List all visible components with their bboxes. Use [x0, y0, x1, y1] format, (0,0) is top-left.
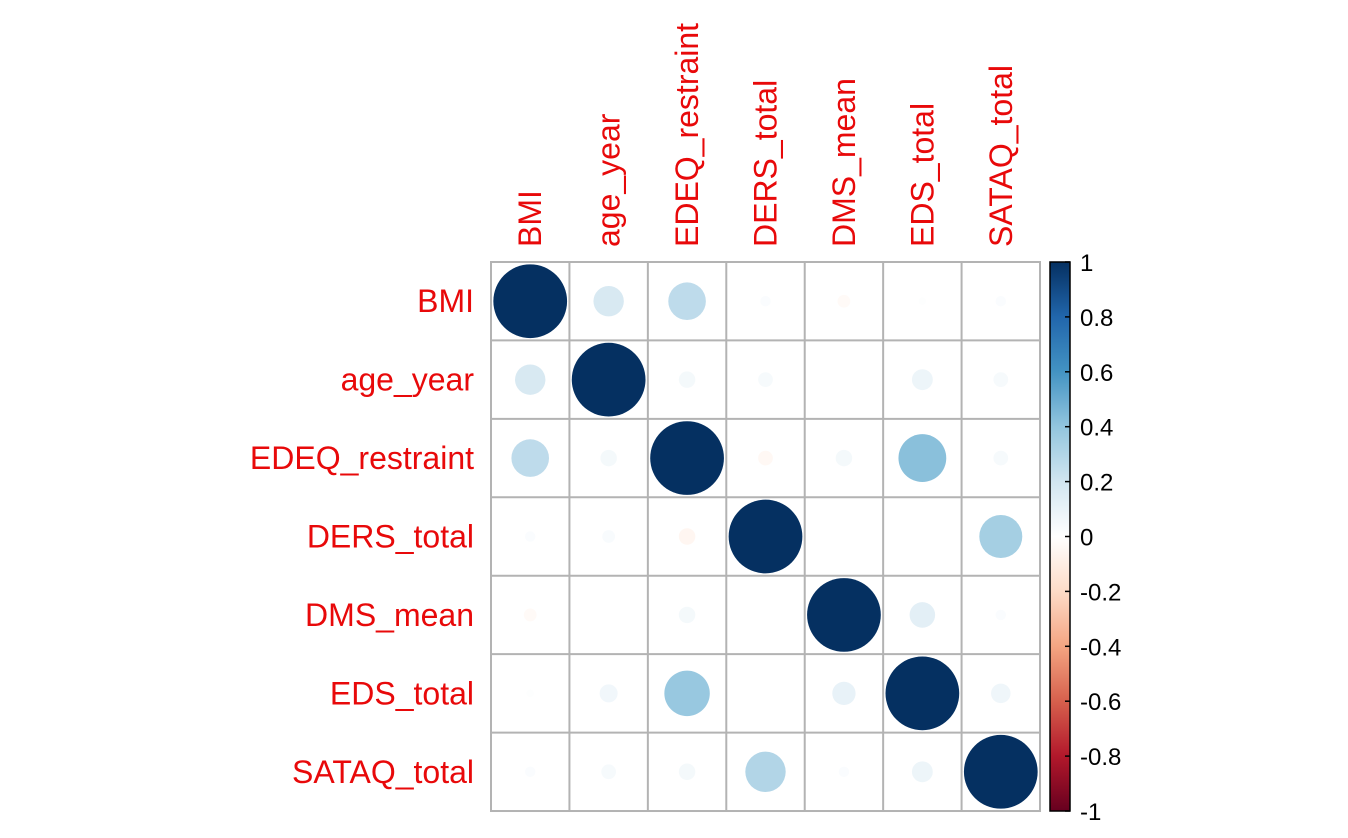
correlation-circle-EDEQ_restraint-BMI: [511, 439, 550, 477]
column-label: SATAQ_total: [983, 65, 1019, 247]
row-label: BMI: [417, 283, 474, 319]
correlation-circle-EDS_total-age_year: [599, 684, 618, 703]
correlation-circle-EDS_total-EDS_total: [885, 656, 960, 731]
colorbar-tick-label: 0.6: [1080, 360, 1113, 387]
colorbar-tick-label: 0.8: [1080, 305, 1113, 332]
row-labels: BMI age_year EDEQ_restraint DERS_total DMS_m…: [250, 283, 474, 790]
correlation-circle-DMS_mean-EDS_total: [909, 602, 936, 628]
correlation-circle-BMI-BMI: [493, 264, 568, 339]
correlation-circle-age_year-EDEQ_restraint: [678, 371, 696, 388]
row-label: SATAQ_total: [292, 754, 474, 790]
correlation-circle-BMI-DERS_total: [760, 296, 771, 307]
correlation-circle-EDS_total-EDEQ_restraint: [664, 670, 710, 717]
correlation-circle-BMI-DMS_mean: [837, 294, 851, 308]
column-label: BMI: [512, 190, 548, 247]
correlation-circle-DERS_total-BMI: [525, 531, 536, 542]
correlation-circle-BMI-EDS_total: [918, 297, 927, 305]
correlation-circle-DMS_mean-SATAQ_total: [995, 609, 1007, 621]
color-legend: 1 0.8 0.6 0.4 0.2 0 -0.2 -0.4 -0.6 -0.8 -1: [1049, 250, 1121, 826]
correlation-circle-SATAQ_total-age_year: [601, 764, 617, 780]
correlation-circle-EDEQ_restraint-DERS_total: [758, 450, 773, 466]
correlation-circle-BMI-EDEQ_restraint: [668, 282, 706, 321]
correlation-circle-EDS_total-SATAQ_total: [991, 683, 1011, 704]
column-label: DERS_total: [748, 80, 784, 247]
column-label: EDEQ_restraint: [669, 23, 705, 247]
colorbar-tick-label: 0.2: [1080, 470, 1113, 497]
grid: [490, 261, 1042, 813]
row-label: DMS_mean: [305, 597, 474, 633]
column-labels: BMI age_year EDEQ_restraint DERS_total DMS_m…: [512, 23, 1019, 247]
correlation-circles: [493, 264, 1038, 809]
correlation-circle-age_year-age_year: [571, 342, 646, 417]
row-label: EDS_total: [330, 675, 474, 711]
row-label: EDEQ_restraint: [250, 440, 474, 476]
correlation-circle-SATAQ_total-DERS_total: [745, 751, 786, 792]
correlation-circle-DMS_mean-EDEQ_restraint: [678, 606, 696, 624]
correlation-circle-EDS_total-DMS_mean: [832, 681, 856, 706]
correlation-circle-age_year-DERS_total: [758, 372, 773, 388]
colorbar-tick-label: 1: [1080, 250, 1093, 277]
colorbar-tick-label: -0.4: [1080, 634, 1121, 661]
colorbar-tick-label: 0.4: [1080, 415, 1113, 442]
correlation-circle-age_year-BMI: [515, 364, 546, 395]
correlation-circle-SATAQ_total-EDEQ_restraint: [678, 763, 696, 781]
correlation-circle-DMS_mean-DMS_mean: [807, 578, 881, 652]
correlation-circle-SATAQ_total-DMS_mean: [838, 766, 850, 778]
colorbar-tick-label: -0.8: [1080, 744, 1121, 771]
correlation-circle-age_year-SATAQ_total: [993, 372, 1009, 388]
colorbar-tick-label: 0: [1080, 525, 1093, 552]
correlation-circle-DERS_total-EDEQ_restraint: [678, 528, 696, 545]
correlation-circle-DERS_total-SATAQ_total: [979, 515, 1023, 558]
correlation-circle-EDEQ_restraint-DMS_mean: [835, 449, 853, 467]
column-label: DMS_mean: [826, 78, 862, 247]
correlation-circle-EDEQ_restraint-age_year: [600, 449, 617, 467]
row-label: DERS_total: [307, 519, 474, 555]
correlation-circle-BMI-age_year: [593, 286, 624, 317]
correlation-circle-EDEQ_restraint-EDS_total: [898, 434, 947, 482]
correlation-circle-EDEQ_restraint-SATAQ_total: [993, 450, 1009, 466]
correlation-circle-DERS_total-DERS_total: [728, 499, 803, 574]
correlation-circle-DERS_total-age_year: [602, 530, 616, 543]
colorbar-tick-label: -1: [1080, 799, 1101, 826]
column-label: age_year: [591, 113, 627, 247]
correlation-circle-EDEQ_restraint-EDEQ_restraint: [650, 421, 724, 495]
correlation-circle-SATAQ_total-BMI: [525, 766, 536, 778]
correlation-circle-age_year-EDS_total: [911, 369, 933, 391]
colorbar-tick-label: -0.2: [1080, 579, 1121, 606]
correlation-circle-DMS_mean-BMI: [523, 608, 537, 622]
correlation-circle-SATAQ_total-EDS_total: [911, 761, 933, 783]
correlation-circle-BMI-SATAQ_total: [995, 296, 1007, 307]
row-label: age_year: [341, 362, 475, 398]
column-label: EDS_total: [904, 103, 940, 247]
colorbar-tick-label: -0.6: [1080, 689, 1121, 716]
correlation-circle-SATAQ_total-SATAQ_total: [963, 734, 1038, 809]
correlation-circle-EDS_total-BMI: [526, 689, 534, 698]
